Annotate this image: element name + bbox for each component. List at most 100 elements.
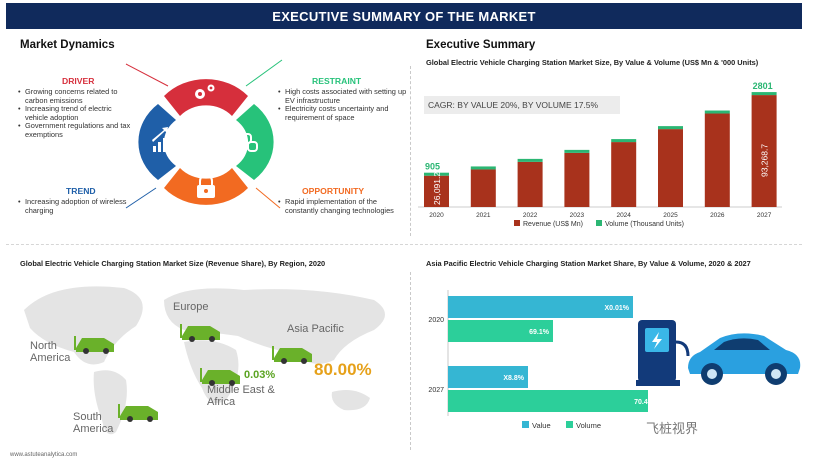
restraint-connector <box>245 59 283 87</box>
trend-heading: TREND <box>66 186 96 196</box>
restraint-item: Electricity costs uncertainty and requir… <box>278 104 408 122</box>
volume-bar-cap <box>658 126 683 130</box>
driver-item: Growing concerns related to carbon emiss… <box>18 87 134 105</box>
banner-title: EXECUTIVE SUMMARY OF THE MARKET <box>272 8 536 24</box>
world-map <box>24 286 385 435</box>
exec-bar-chart: 2020 2021 2022 2023 2024 2025 2026 2027 905 2801 2… <box>418 81 782 228</box>
volume-bar-cap <box>517 158 543 162</box>
driver-heading: DRIVER <box>62 76 95 86</box>
asia-pacific-share: 80.00% <box>314 360 372 379</box>
car-marker-south-america <box>118 404 158 422</box>
page-banner: EXECUTIVE SUMMARY OF THE MARKET <box>6 3 802 29</box>
trend-connector <box>125 187 157 209</box>
trend-list: Increasing adoption of wireless charging <box>18 197 142 215</box>
volume-label-2020: 905 <box>425 162 440 172</box>
car-marker-middle-east <box>200 368 240 386</box>
revenue-bar <box>470 169 496 207</box>
legend-label-value: Value <box>532 421 551 430</box>
dynamics-wheel <box>125 59 283 209</box>
x-tick-label: 2026 <box>710 212 725 219</box>
opportunity-list: Rapid implementation of the constantly c… <box>278 197 402 215</box>
driver-item: Increasing trend of electric vehicle ado… <box>18 104 134 122</box>
revenue-label-2020: 26,091.2 <box>432 172 442 205</box>
watermark-text: 飞桩视界 <box>646 421 699 436</box>
exec-chart-title: Global Electric Vehicle Charging Station… <box>426 58 759 67</box>
legend-label-volume: Volume <box>576 421 601 430</box>
car-marker-asia-pacific <box>272 346 312 364</box>
europe-label: Europe <box>173 301 209 313</box>
value-bar <box>448 366 528 388</box>
value-bar-label: X0.01% <box>604 305 629 312</box>
volume-bar-cap <box>470 166 496 170</box>
restraint-item: High costs associated with setting up EV… <box>278 87 408 105</box>
driver-list: Growing concerns related to carbon emiss… <box>18 87 134 140</box>
x-tick-label: 2021 <box>476 212 491 219</box>
restraint-heading: RESTRAINT <box>312 76 362 86</box>
opportunity-heading: OPPORTUNITY <box>302 186 365 196</box>
world-map-continents <box>24 286 385 435</box>
volume-bar-cap <box>424 172 449 176</box>
revenue-bar <box>658 129 683 207</box>
vertical-divider-top <box>410 66 411 236</box>
y-tick-label: 2020 <box>428 317 444 324</box>
growth-chart-icon <box>152 127 168 152</box>
value-bar <box>448 296 633 318</box>
revenue-bar <box>704 113 730 207</box>
x-tick-label: 2027 <box>757 212 772 219</box>
restraint-list: High costs associated with setting up EV… <box>278 87 408 122</box>
volume-bar-cap <box>751 92 777 96</box>
volume-bar-label: 70.4% <box>634 399 648 406</box>
volume-bar-label: 69.1% <box>529 329 550 336</box>
opportunity-item: Rapid implementation of the constantly c… <box>278 197 402 215</box>
x-tick-label: 2023 <box>570 212 585 219</box>
gears-icon <box>195 84 215 99</box>
volume-bar-cap <box>704 110 730 114</box>
revenue-bar <box>517 161 543 207</box>
x-tick-label: 2025 <box>663 212 678 219</box>
trend-segment <box>138 104 176 180</box>
driver-connector <box>125 63 169 87</box>
x-tick-label: 2022 <box>523 212 538 219</box>
vertical-divider-bottom <box>410 272 411 450</box>
middle-east-share: 0.03% <box>244 369 276 381</box>
legend-label-revenue: Revenue (US$ Mn) <box>523 221 583 228</box>
driver-segment <box>164 79 248 116</box>
executive-summary-title: Executive Summary <box>426 39 536 51</box>
puzzle-link-icon <box>241 133 258 152</box>
value-bar-label: X8.8% <box>503 375 524 382</box>
region-chart-title: Global Electric Vehicle Charging Station… <box>20 259 326 268</box>
revenue-bar <box>611 142 637 207</box>
cagr-text: CAGR: BY VALUE 20%, BY VOLUME 17.5% <box>428 100 599 110</box>
south-america-label: South America <box>73 411 114 435</box>
market-dynamics-title: Market Dynamics <box>20 39 115 51</box>
trend-item: Increasing adoption of wireless charging <box>18 197 142 215</box>
cagr-box: CAGR: BY VALUE 20%, BY VOLUME 17.5% <box>424 96 620 114</box>
x-tick-label: 2024 <box>616 212 631 219</box>
apac-chart-title: Asia Pacific Electric Vehicle Charging S… <box>426 259 751 268</box>
x-tick-label: 2020 <box>429 212 444 219</box>
electric-car-icon <box>688 333 801 385</box>
lock-icon <box>197 174 215 198</box>
car-marker-europe <box>180 324 220 342</box>
legend-swatch-value <box>522 421 529 428</box>
revenue-bar <box>564 152 590 207</box>
legend-swatch-volume <box>566 421 573 428</box>
middle-east-africa-label: Middle East & Africa <box>207 384 275 408</box>
asia-pacific-label: Asia Pacific <box>287 323 344 335</box>
volume-bar <box>448 390 648 412</box>
volume-label-2027: 2801 <box>753 81 773 91</box>
driver-item: Government regulations and tax exemption… <box>18 122 134 139</box>
car-marker-north-america <box>74 336 114 354</box>
north-america-label: North America <box>30 340 71 364</box>
legend-label-volume: Volume (Thousand Units) <box>605 221 684 228</box>
horizontal-divider <box>6 244 802 245</box>
opportunity-connector <box>255 187 281 209</box>
volume-bar-cap <box>611 139 637 143</box>
revenue-label-2027: 93,268.7 <box>760 144 770 177</box>
revenue-bar <box>751 95 777 207</box>
footer-url: www.astuteanalytica.com <box>10 452 78 458</box>
ev-charging-illustration <box>636 320 801 386</box>
legend-swatch-volume <box>596 220 602 226</box>
revenue-bar <box>424 175 449 207</box>
y-tick-label: 2027 <box>428 387 444 394</box>
